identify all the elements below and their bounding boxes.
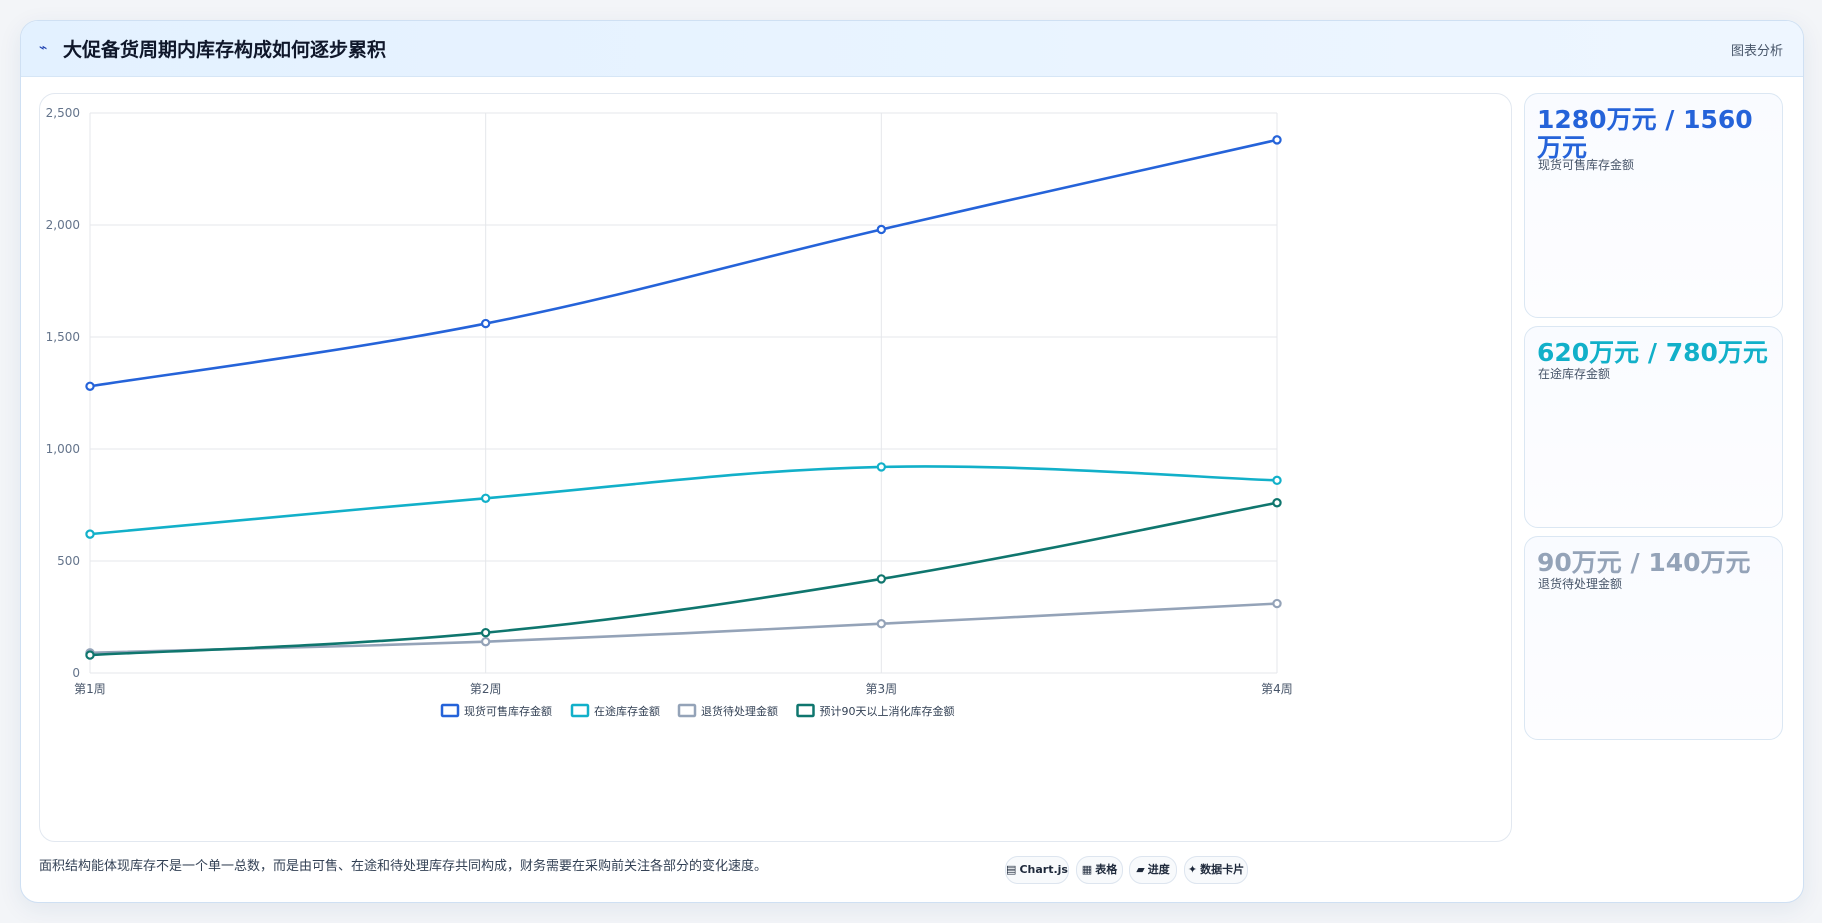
data-point (480, 627, 491, 638)
legend-swatch (796, 703, 815, 718)
line-chart: 0 500 1,000 1,500 2,000 2,500 第1周 第2周 第3周 第4周现货可售… (46, 106, 1293, 718)
tag-label: 表格 (1095, 863, 1118, 876)
legend-swatch (677, 703, 697, 718)
y-tick-label: 2,000 (46, 218, 80, 232)
data-point (480, 318, 491, 329)
x-tick-label: 第4周 (1261, 682, 1293, 696)
trend-icon: ⌁ (39, 40, 48, 56)
data-point (876, 224, 887, 235)
data-point (1272, 135, 1282, 145)
stat-label: 现货可售库存金额 (1538, 158, 1635, 172)
stat-label: 在途库存金额 (1538, 367, 1611, 381)
footer-note: 面积结构能体现库存不是一个单一总数，而是由可售、在途和待处理库存共同构成，财务需… (39, 859, 768, 874)
tag-label: 数据卡片 (1200, 863, 1245, 876)
x-tick-label: 第1周 (74, 682, 106, 696)
stat-card-returns: 90万元 / 140万元 退货待处理金额 (1524, 536, 1783, 740)
data-point (480, 493, 491, 503)
stat-card-available: 1280万元 / 1560万元 现货可售库存金额 (1524, 93, 1783, 318)
data-point (876, 619, 887, 629)
data-point (1272, 475, 1282, 486)
tag-data-card[interactable]: ✦ 数据卡片 (1184, 856, 1248, 884)
chart-analysis-link[interactable]: 图表分析 (1730, 44, 1783, 59)
stat-value: 90万元 / 140万元 (1537, 548, 1751, 577)
data-point (1272, 598, 1282, 609)
legend-swatch (440, 703, 460, 718)
tag-label: 进度 (1147, 863, 1170, 876)
y-tick-label: 1,500 (46, 330, 80, 344)
data-point (876, 462, 887, 472)
page-title: 大促备货周期内库存构成如何逐步累积 (63, 39, 387, 61)
legend-label: 现货可售库存金额 (464, 704, 552, 718)
y-tick-label: 1,000 (46, 442, 80, 456)
data-point (1272, 498, 1282, 508)
data-point (85, 529, 95, 539)
stat-value: 620万元 / 780万元 (1537, 338, 1768, 367)
legend-label: 预计90天以上消化库存金额 (820, 704, 955, 718)
legend-label: 在途库存金额 (594, 704, 660, 718)
progress-icon: ▰ (1136, 863, 1145, 876)
legend-label: 退货待处理金额 (701, 704, 778, 718)
series-line (89, 465, 1278, 536)
data-point (480, 636, 491, 647)
data-point (85, 650, 95, 660)
stat-card-transit: 620万元 / 780万元 在途库存金额 (1524, 326, 1783, 528)
chart-icon: ▤ (1006, 863, 1017, 876)
card-icon: ✦ (1187, 863, 1198, 876)
x-tick-label: 第2周 (470, 682, 502, 696)
table-icon: ▦ (1081, 863, 1093, 876)
data-point (85, 381, 95, 391)
y-tick-label: 2,500 (46, 106, 80, 120)
y-tick-label: 500 (57, 554, 80, 568)
report-card: ⌁ 大促备货周期内库存构成如何逐步累积 图表分析 0 500 1,000 1,500 2… (20, 20, 1804, 903)
tag-chartjs[interactable]: ▤ Chart.js (1005, 856, 1069, 884)
tag-table[interactable]: ▦ 表格 (1076, 856, 1123, 884)
stat-value: 1280万元 / 1560万元 (1537, 105, 1753, 162)
stat-label: 退货待处理金额 (1538, 577, 1623, 591)
series-line (89, 501, 1278, 657)
tag-progress[interactable]: ▰ 进度 (1129, 856, 1177, 884)
header: ⌁ 大促备货周期内库存构成如何逐步累积 图表分析 (21, 21, 1803, 77)
series-line (89, 602, 1278, 655)
data-point (876, 574, 887, 584)
x-tick-label: 第3周 (866, 682, 898, 696)
legend-swatch (570, 703, 590, 718)
tag-label: Chart.js (1019, 863, 1068, 876)
y-tick-label: 0 (72, 666, 80, 680)
chart-panel: 0 500 1,000 1,500 2,000 2,500 第1周 第2周 第3周 第4周现货可售… (39, 93, 1512, 842)
series-line (89, 138, 1278, 388)
